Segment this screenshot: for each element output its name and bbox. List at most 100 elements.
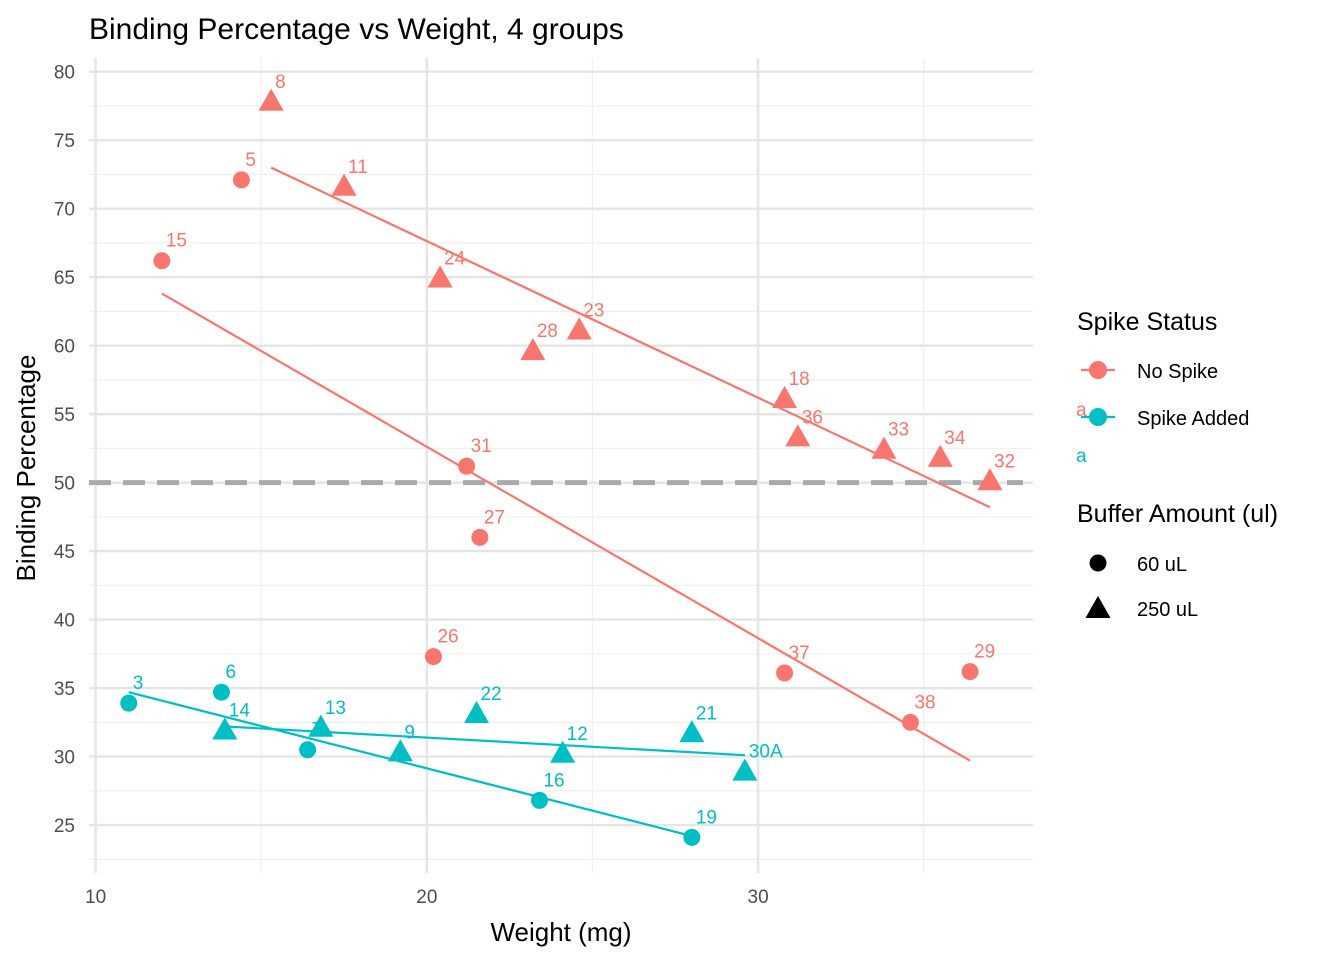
data-point-no-spike-60-ul (471, 528, 489, 546)
y-tick-label: 50 (54, 474, 75, 495)
legend-shape-title: Buffer Amount (ul) (1077, 500, 1278, 528)
data-point-no-spike-250-ul (258, 88, 284, 111)
data-point-no-spike-60-ul (232, 171, 250, 189)
point-label: 16 (543, 770, 564, 791)
data-point-spike-added-250-ul (732, 758, 758, 781)
point-label: 32 (994, 451, 1015, 472)
y-tick-label: 60 (54, 337, 75, 358)
y-tick-label: 35 (54, 679, 75, 700)
y-axis-title: Binding Percentage (11, 355, 41, 582)
data-point-no-spike-250-ul (772, 385, 798, 409)
legend-item-60ul-label: 60 uL (1137, 554, 1187, 576)
legend-color-title: Spike Status (1077, 308, 1217, 336)
data-point-spike-added-250-ul (387, 739, 413, 762)
x-tick-label: 20 (416, 887, 437, 908)
point-label: 13 (325, 698, 346, 719)
y-tick-label: 55 (54, 405, 75, 426)
point-label: 31 (471, 436, 492, 457)
x-tick-label: 10 (85, 887, 106, 908)
point-label: 3 (133, 673, 144, 694)
y-tick-label: 40 (54, 611, 75, 632)
point-label: 18 (789, 369, 810, 390)
point-label: 38 (914, 692, 935, 713)
data-point-spike-added-60-ul (212, 683, 230, 701)
data-point-spike-added-250-ul (212, 717, 238, 740)
point-label: 30A (749, 742, 783, 763)
y-tick-label: 30 (54, 748, 75, 769)
point-label: 28 (537, 321, 558, 342)
point-label: 37 (789, 643, 810, 664)
legend-item-250ul-label: 250 uL (1137, 599, 1198, 621)
x-axis-title: Weight (mg) (490, 917, 631, 947)
point-label: 5 (245, 150, 256, 171)
point-label: 34 (944, 428, 966, 449)
data-point-spike-added-250-ul (464, 700, 490, 724)
legend-key-marker-spike-added (1089, 408, 1107, 426)
point-label: 15 (166, 231, 187, 252)
legend: Spike Status Buffer Amount (ul) No Spike… (1076, 308, 1278, 621)
point-label: 11 (348, 157, 368, 178)
point-label: 29 (974, 642, 995, 663)
point-label: 21 (696, 703, 717, 724)
fit-line-spike-added-60-ul (128, 691, 693, 838)
point-label: 19 (696, 807, 717, 828)
fit-line-no-spike-250-ul (270, 166, 991, 509)
point-label: 27 (484, 507, 505, 528)
data-point-no-spike-60-ul (458, 457, 476, 475)
point-label: 9 (404, 722, 415, 743)
chart-title: Binding Percentage vs Weight, 4 groups (89, 13, 624, 46)
y-tick-label: 80 (54, 63, 75, 84)
fit-line-no-spike-60-ul (161, 292, 971, 762)
data-point-spike-added-250-ul (550, 740, 576, 763)
data-point-no-spike-250-ul (977, 468, 1003, 491)
point-label: 26 (437, 627, 458, 648)
point-label: 12 (567, 724, 588, 745)
legend-item-no-spike-label: No Spike (1137, 361, 1218, 383)
fit-lines (128, 166, 991, 838)
data-point-no-spike-60-ul (961, 663, 979, 681)
legend-item-spike-added-label: Spike Added (1137, 408, 1249, 430)
legend-key-marker-no-spike (1089, 361, 1107, 379)
data-point-no-spike-60-ul (901, 713, 919, 731)
data-point-no-spike-250-ul (785, 424, 811, 447)
point-label: 22 (481, 684, 502, 705)
data-point-spike-added-60-ul (299, 741, 317, 759)
x-tick-label: 30 (748, 887, 769, 908)
data-points (120, 88, 1003, 846)
y-tick-label: 65 (54, 268, 75, 289)
data-point-no-spike-250-ul (331, 173, 357, 196)
data-point-no-spike-250-ul (871, 436, 897, 459)
point-label: 7 (312, 720, 323, 741)
data-point-no-spike-250-ul (427, 265, 453, 288)
data-point-spike-added-250-ul (308, 714, 334, 737)
data-point-no-spike-250-ul (927, 444, 953, 467)
legend-keys (1081, 361, 1115, 618)
data-point-spike-added-250-ul (679, 720, 705, 743)
point-label: 23 (583, 301, 604, 322)
data-point-no-spike-60-ul (153, 252, 171, 270)
y-tick-label: 45 (54, 542, 75, 563)
legend-key-text-no-spike: a (1076, 400, 1087, 421)
data-point-no-spike-250-ul (566, 317, 592, 340)
data-point-spike-added-60-ul (683, 828, 701, 846)
data-point-spike-added-60-ul (530, 791, 548, 809)
point-label: 24 (444, 249, 466, 270)
data-point-spike-added-60-ul (120, 694, 138, 712)
point-label: 36 (802, 407, 823, 428)
legend-key-text-spike-added: a (1076, 446, 1087, 467)
point-label: 14 (229, 701, 251, 722)
legend-key-marker-250ul (1085, 595, 1111, 618)
data-point-no-spike-250-ul (520, 337, 546, 361)
legend-key-marker-60ul (1089, 554, 1107, 572)
point-label: 8 (275, 72, 286, 93)
y-tick-label: 75 (54, 131, 75, 152)
y-tick-label: 25 (54, 816, 75, 837)
data-point-no-spike-60-ul (776, 664, 794, 682)
point-label: 33 (888, 420, 909, 441)
data-point-no-spike-60-ul (424, 648, 442, 666)
y-tick-label: 70 (54, 200, 75, 221)
